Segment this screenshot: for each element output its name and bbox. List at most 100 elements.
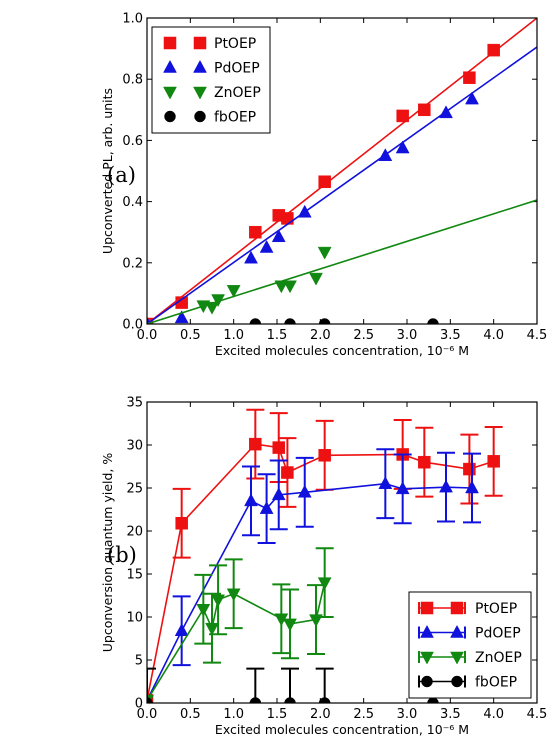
y-tick-label-b: 10	[126, 611, 143, 626]
point-fboep-a	[249, 318, 262, 324]
point-pdoep-b	[439, 479, 453, 493]
x-tick-label-b: 2.5	[353, 707, 374, 722]
point-ptoep-b	[249, 437, 262, 451]
point-znoep-b	[226, 588, 241, 602]
point-ptoep-a	[175, 296, 188, 309]
x-tick-label-a: 3.5	[440, 328, 461, 343]
point-pdoep-a	[297, 204, 312, 218]
point-pdoep-b	[244, 493, 258, 507]
legend-marker-fboep	[194, 110, 206, 123]
plot-area-b	[147, 408, 503, 703]
legend-marker-pdoep	[193, 59, 207, 73]
point-znoep-b	[196, 604, 211, 617]
point-fboep-b	[147, 697, 153, 703]
x-tick-label-b: 3.5	[440, 707, 461, 722]
x-tick-label-b: 1.5	[267, 707, 288, 722]
x-tick-label-b: 4.0	[483, 707, 504, 722]
point-znoep-a	[211, 294, 225, 308]
point-pdoep-b	[465, 480, 479, 494]
legend-label-pdoep: PdOEP	[475, 626, 521, 642]
x-tick-label-a: 4.0	[483, 328, 504, 343]
y-tick-label-b: 5	[135, 654, 143, 669]
panel-label-b: (b)	[107, 543, 137, 567]
legend-label-fboep: fbOEP	[214, 110, 256, 126]
legend-label-ptoep: PtOEP	[214, 36, 256, 52]
point-pdoep-b	[174, 623, 189, 637]
point-fboep-b	[249, 697, 262, 703]
point-pdoep-b	[395, 481, 410, 495]
point-znoep-b	[211, 594, 225, 608]
point-ptoep-a	[281, 212, 294, 225]
x-tick-label-a: 1.5	[267, 328, 288, 343]
legend-marker-ptoep	[420, 601, 434, 615]
x-tick-label-a: 2.0	[310, 328, 331, 343]
point-pdoep-b	[297, 484, 312, 498]
y-tick-label-a: 0.6	[122, 134, 143, 149]
point-ptoep-b	[487, 455, 500, 468]
point-fboep-a	[318, 318, 331, 324]
point-fboep-b	[284, 697, 296, 703]
legend-a: PtOEP PdOEP ZnOEP fbOEP	[151, 26, 271, 134]
x-tick-label-b: 0.5	[180, 707, 201, 722]
y-tick-label-b: 25	[126, 482, 143, 497]
y-tick-label-a: 1.0	[122, 12, 143, 27]
series-line-znoep-b	[147, 582, 326, 701]
point-znoep-a	[309, 272, 323, 286]
point-znoep-a	[274, 280, 289, 294]
point-ptoep-b	[418, 455, 431, 469]
point-ptoep-b	[175, 517, 188, 530]
point-fboep-a	[284, 318, 296, 324]
legend-marker-ptoep	[193, 36, 207, 50]
legend-marker-pdoep	[163, 59, 177, 73]
legend-b: PtOEP PdOEP ZnOEP fbOEP	[408, 591, 532, 699]
legend-marker-fboep	[421, 675, 433, 688]
point-pdoep-a	[395, 140, 410, 154]
legend-label-pdoep: PdOEP	[214, 61, 260, 77]
x-tick-label-a: 2.5	[353, 328, 374, 343]
point-znoep-b	[283, 618, 297, 632]
point-ptoep-a	[418, 103, 431, 117]
x-axis-label-b: Excited molecules concentration, 10⁻⁶ M	[215, 722, 469, 737]
x-tick-label-b: 2.0	[310, 707, 331, 722]
point-ptoep-a	[318, 175, 331, 188]
legend-marker-znoep	[420, 651, 434, 665]
point-znoep-b	[205, 622, 219, 636]
point-ptoep-a	[396, 109, 409, 123]
legend-marker-fboep	[164, 110, 176, 123]
point-ptoep-a	[249, 225, 262, 239]
x-tick-label-b: 0.0	[137, 707, 158, 722]
x-tick-label-b: 1.0	[223, 707, 244, 722]
legend-marker-znoep	[193, 86, 207, 100]
fit-line-ptoep-a	[147, 18, 537, 324]
legend-marker-pdoep	[420, 624, 434, 638]
x-tick-label-a: 0.5	[180, 328, 201, 343]
legend-marker-znoep	[450, 651, 464, 665]
legend-label-fboep: fbOEP	[475, 675, 517, 691]
axes-frame-b	[146, 401, 538, 704]
x-tick-label-b: 3.0	[397, 707, 418, 722]
y-tick-label-a: 0.4	[122, 195, 143, 210]
legend-label-znoep: ZnOEP	[214, 85, 261, 101]
y-tick-label-a: 0.2	[122, 256, 143, 271]
point-fboep-a	[427, 318, 439, 324]
point-ptoep-a	[463, 71, 476, 84]
y-tick-label-b: 20	[126, 525, 143, 540]
x-axis-label-a: Excited molecules concentration, 10⁻⁶ M	[215, 343, 469, 358]
x-tick-label-b: 4.5	[527, 707, 548, 722]
point-pdoep-a	[174, 310, 189, 324]
point-znoep-b	[309, 614, 323, 628]
chart-a: (a) 0.0 0.5 1.0 1.5 2.0 2.5 3.0 3.5 4.0 4.5 0.0 0.2 0…	[100, 12, 547, 359]
point-ptoep-b	[272, 441, 285, 454]
point-znoep-a	[226, 285, 241, 298]
legend-marker-ptoep	[450, 601, 464, 615]
point-znoep-a	[283, 280, 297, 294]
point-fboep-b	[318, 697, 331, 703]
y-tick-label-a: 0.0	[122, 318, 143, 333]
point-ptoep-a	[487, 43, 500, 57]
point-pdoep-b	[271, 487, 286, 501]
point-znoep-a	[317, 246, 332, 260]
panel-label-a: (a)	[107, 163, 136, 187]
point-pdoep-b	[259, 501, 274, 514]
legend-label-ptoep: PtOEP	[475, 601, 517, 617]
point-pdoep-a	[439, 105, 453, 119]
